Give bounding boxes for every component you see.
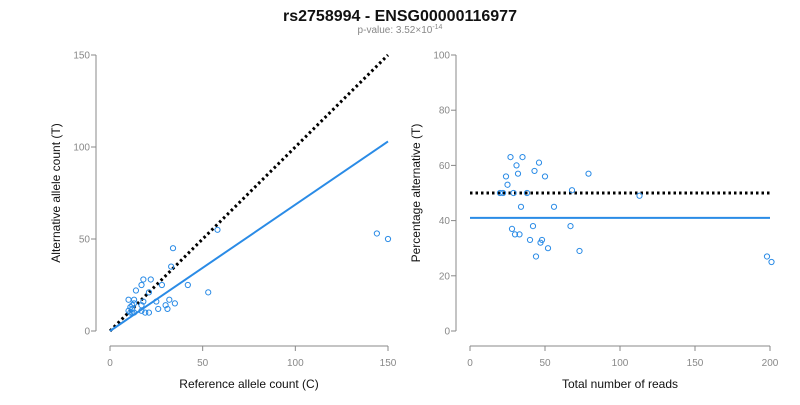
right-data-point — [496, 189, 504, 197]
left-data-point — [147, 276, 154, 283]
left-data-point — [130, 300, 138, 307]
left-data-point — [125, 307, 132, 314]
right-data-point — [532, 253, 540, 260]
left-x-axis-title: Reference allele count (C) — [179, 377, 318, 391]
right-y-tick-label: 60 — [439, 161, 451, 172]
left-data-point — [145, 289, 153, 296]
right-y-tick-label: 20 — [439, 271, 451, 282]
right-data-point — [499, 189, 507, 197]
right-data-point — [550, 203, 558, 210]
right-data-point — [511, 231, 519, 238]
right-data-point — [523, 189, 531, 197]
right-x-tick-label: 100 — [612, 358, 629, 369]
left-data-point — [145, 309, 153, 316]
left-data-point — [129, 302, 136, 309]
right-data-point — [763, 253, 771, 260]
right-y-tick-label: 80 — [439, 106, 451, 117]
left-x-tick-label: 50 — [197, 358, 209, 369]
right-data-point — [504, 181, 511, 188]
right-data-point — [568, 187, 576, 194]
left-data-point — [168, 263, 175, 270]
left-data-point — [130, 309, 138, 316]
right-x-tick-label: 50 — [539, 358, 551, 369]
left-y-tick-label: 0 — [84, 327, 90, 338]
left-plot: 0 50 100 150 0 50 100 150 Reference allele count… — [49, 51, 397, 392]
left-data-point — [140, 298, 147, 305]
right-x-axis-title: Total number of reads — [562, 377, 678, 391]
right-y-tick-label: 0 — [444, 327, 450, 338]
left-data-point — [166, 296, 173, 303]
right-data-point — [510, 189, 517, 197]
right-data-point — [508, 225, 516, 232]
right-data-point — [513, 162, 520, 169]
left-y-tick-label: 100 — [73, 143, 90, 154]
left-x-tick-label: 150 — [380, 358, 397, 369]
left-reference-line — [108, 53, 390, 333]
right-x-tick-label: 200 — [762, 358, 779, 369]
right-y-tick-label: 40 — [439, 216, 451, 227]
left-fit-line — [109, 140, 389, 332]
right-data-point — [544, 245, 552, 252]
left-y-axis-title: Alternative allele count (T) — [49, 123, 63, 262]
right-data-point — [576, 247, 583, 255]
left-data-point — [132, 287, 140, 294]
left-data-point — [184, 281, 191, 289]
left-data-point — [153, 298, 160, 305]
right-y-tick-label: 100 — [433, 51, 450, 62]
right-data-point — [526, 236, 534, 244]
right-data-point — [541, 173, 549, 180]
chart-title: rs2758994 - ENSG00000116977 — [283, 8, 517, 25]
left-data-point — [384, 235, 392, 243]
left-data-point — [140, 276, 147, 283]
left-data-point — [158, 281, 165, 289]
left-data-point — [164, 305, 171, 313]
right-data-point — [538, 236, 546, 244]
right-data-point — [502, 173, 510, 180]
left-data-point — [373, 230, 380, 237]
left-y-tick-label: 150 — [73, 51, 90, 62]
right-data-point — [531, 167, 538, 175]
right-data-point — [535, 159, 543, 166]
left-data-point — [130, 296, 138, 303]
left-data-point — [142, 309, 149, 316]
left-data-point — [129, 309, 136, 316]
left-data-point — [127, 309, 134, 316]
left-data-point — [129, 305, 136, 313]
chart-subtitle: p-value: 3.52×10-14 — [358, 24, 443, 36]
left-x-tick-label: 100 — [287, 358, 304, 369]
left-data-point — [205, 289, 212, 296]
right-plot: 0 20 40 60 80 100 0 50 100 150 200 Total number of … — [409, 51, 779, 392]
subtitle-prefix: p-value: 3.52×10 — [358, 25, 433, 36]
subtitle-exponent: -14 — [432, 24, 442, 31]
right-data-point — [585, 170, 592, 177]
right-data-point — [507, 154, 514, 161]
right-data-point — [516, 231, 523, 238]
left-data-point — [125, 296, 132, 303]
left-data-point — [155, 305, 162, 313]
right-x-tick-label: 0 — [467, 358, 473, 369]
right-data-point — [529, 223, 537, 230]
right-data-point — [519, 154, 526, 161]
left-data-point — [138, 307, 145, 314]
left-data-point — [214, 226, 221, 233]
right-data-point — [514, 170, 522, 177]
left-y-tick-label: 50 — [79, 235, 91, 246]
left-x-tick-label: 0 — [107, 358, 113, 369]
right-x-tick-label: 150 — [687, 358, 704, 369]
left-data-point — [171, 300, 178, 307]
right-y-axis-title: Percentage alternative (T) — [409, 124, 423, 263]
right-data-point — [567, 223, 574, 230]
left-data-point — [169, 245, 177, 252]
left-data-point — [138, 281, 145, 289]
right-data-point — [768, 258, 775, 266]
right-data-point — [517, 203, 525, 210]
right-data-point — [636, 192, 643, 199]
left-data-point — [162, 302, 169, 309]
